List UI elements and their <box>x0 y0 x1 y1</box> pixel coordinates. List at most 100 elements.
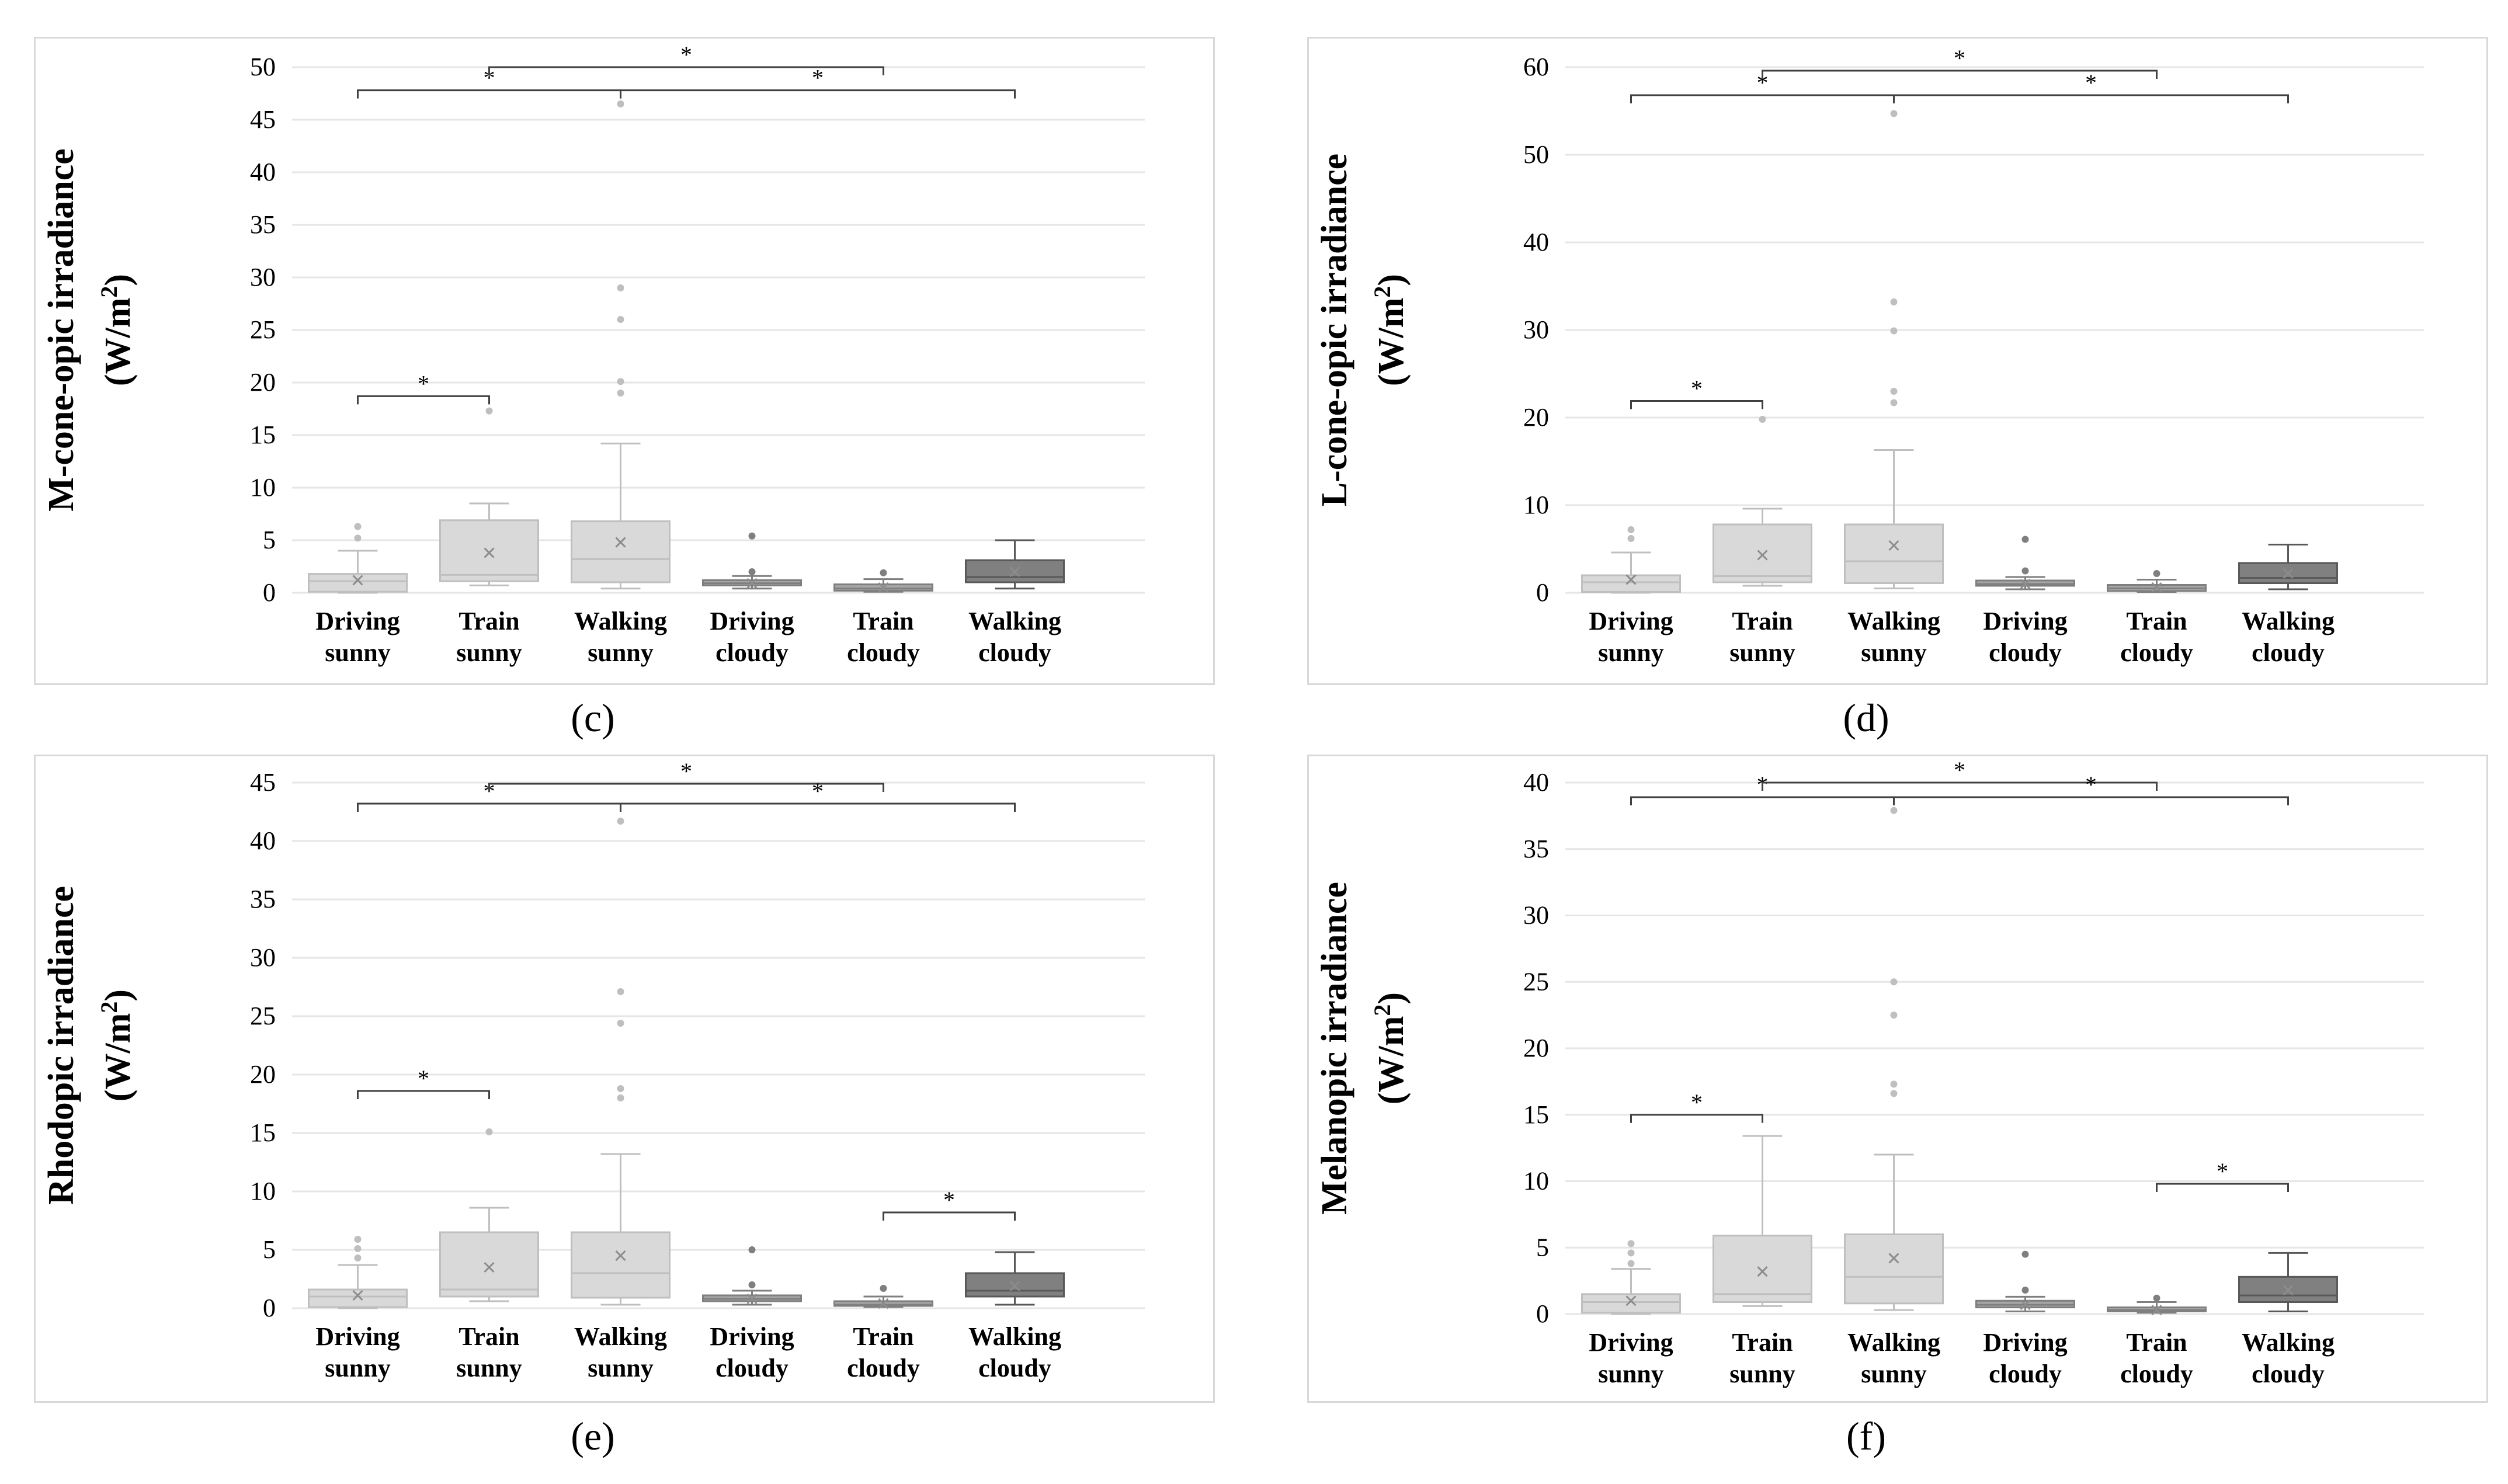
box-2 <box>1712 416 1812 587</box>
unit-text: (W/m <box>1371 298 1411 387</box>
mean-marker <box>352 1290 363 1301</box>
outlier-point <box>1890 978 1898 986</box>
mean-marker <box>615 537 626 548</box>
category-label: sunny <box>588 638 654 667</box>
y-axis-label: L-cone-opic irradiance <box>1315 154 1354 506</box>
unit-text: (W/m <box>1371 1016 1411 1105</box>
category-label: cloudy <box>1989 1360 2062 1388</box>
category-label: cloudy <box>847 1354 920 1382</box>
outlier-point <box>1627 1249 1635 1257</box>
mean-marker <box>484 547 495 558</box>
mean-marker-stroke <box>352 575 363 586</box>
y-tick-label: 35 <box>1523 835 1549 863</box>
outlier-point <box>880 569 887 576</box>
significance-bracket: * <box>883 1187 1016 1221</box>
y-tick-label: 5 <box>263 526 276 554</box>
unit-superscript: 2 <box>96 286 122 298</box>
y-tick-labels: 0 5 10 15 20 25 30 35 40 <box>1523 768 1549 1328</box>
y-tick-label: 30 <box>250 943 276 972</box>
significance-star: * <box>680 41 692 68</box>
mean-marker <box>746 578 758 589</box>
bracket-line <box>357 395 490 405</box>
box-5 <box>2107 570 2207 593</box>
category-label: cloudy <box>2252 638 2325 667</box>
y-tick-label: 25 <box>1523 967 1549 996</box>
caption-f: (f) <box>1846 1414 1886 1458</box>
bracket-line <box>488 66 884 75</box>
caption-c: (c) <box>571 696 615 740</box>
significance-bracket: * <box>1893 771 2289 806</box>
outlier-point <box>1627 526 1635 533</box>
category-label: sunny <box>1598 638 1664 667</box>
y-tick-label: 35 <box>250 210 276 239</box>
category-label: Walking <box>968 607 1061 635</box>
category-label: Driving <box>710 607 794 635</box>
y-tick-labels: 0 10 20 30 40 50 60 <box>1523 53 1549 607</box>
significance-star: * <box>1954 757 1965 783</box>
category-label: sunny <box>325 638 391 667</box>
outlier-point <box>1890 1012 1898 1019</box>
y-tick-label: 25 <box>250 1002 276 1030</box>
box-iqr <box>571 1231 671 1299</box>
y-tick-label: 5 <box>263 1235 276 1264</box>
y-tick-label: 10 <box>250 473 276 502</box>
outlier-point <box>354 1245 362 1252</box>
box-iqr <box>1581 574 1681 593</box>
mean-marker-stroke <box>878 1298 889 1309</box>
category-label: Walking <box>574 1322 667 1351</box>
category-label: Train <box>853 607 913 635</box>
category-label: cloudy <box>2252 1360 2325 1388</box>
outlier-point <box>354 1254 362 1261</box>
outlier-point <box>1627 1240 1635 1247</box>
unit-text: ) <box>98 274 138 286</box>
category-label: Walking <box>2242 607 2335 635</box>
gridlines <box>292 781 1145 1309</box>
bracket-line <box>1893 94 2289 103</box>
mean-marker-stroke <box>2020 1299 2031 1311</box>
box-6 <box>965 1251 1065 1306</box>
category-label: Driving <box>1983 1328 2067 1357</box>
box-iqr <box>439 1231 539 1298</box>
mean-marker <box>1757 1266 1768 1277</box>
box-6 <box>965 539 1065 590</box>
box-1 <box>308 523 408 594</box>
outlier-point <box>485 1128 493 1135</box>
category-label: Train <box>458 607 519 635</box>
mean-marker <box>1757 550 1768 561</box>
mean-marker-stroke <box>1625 1295 1637 1306</box>
y-tick-label: 15 <box>1523 1100 1549 1129</box>
outlier-point <box>617 1094 624 1101</box>
mean-marker-stroke <box>352 1290 363 1301</box>
outlier-point <box>2153 1294 2160 1302</box>
mean-marker <box>878 1298 889 1309</box>
significance-bracket: * <box>488 758 884 792</box>
outlier-point <box>2021 1287 2029 1294</box>
category-label: Walking <box>2242 1328 2335 1357</box>
y-axis-unit: (W/m2) <box>1369 992 1412 1104</box>
mean-marker <box>2283 568 2294 579</box>
bracket-line <box>620 89 1016 99</box>
significance-bracket: * <box>488 41 884 75</box>
significance-star: * <box>1691 1089 1703 1115</box>
mean-marker-stroke <box>1009 1280 1020 1292</box>
y-tick-label: 15 <box>250 420 276 449</box>
bracket-line <box>1630 796 1895 806</box>
y-tick-label: 40 <box>250 158 276 186</box>
y-tick-labels: 0 5 10 15 20 25 30 35 40 45 50 <box>250 53 276 607</box>
unit-text: (W/m <box>98 1013 138 1102</box>
significance-star: * <box>812 65 824 91</box>
category-label: sunny <box>325 1354 391 1382</box>
category-label: Driving <box>315 607 400 635</box>
box-2 <box>439 1128 539 1302</box>
unit-text: ) <box>1371 992 1411 1005</box>
mean-marker <box>878 582 889 593</box>
category-label: Driving <box>1589 607 1673 635</box>
significance-star: * <box>2085 69 2097 96</box>
mean-marker-stroke <box>615 537 626 548</box>
box-6 <box>2238 1252 2338 1312</box>
y-tick-label: 20 <box>250 368 276 397</box>
caption-e: (e) <box>571 1414 615 1458</box>
bracket-line <box>1630 1114 1763 1123</box>
category-label: Train <box>2126 607 2187 635</box>
box-4 <box>1975 536 2075 590</box>
